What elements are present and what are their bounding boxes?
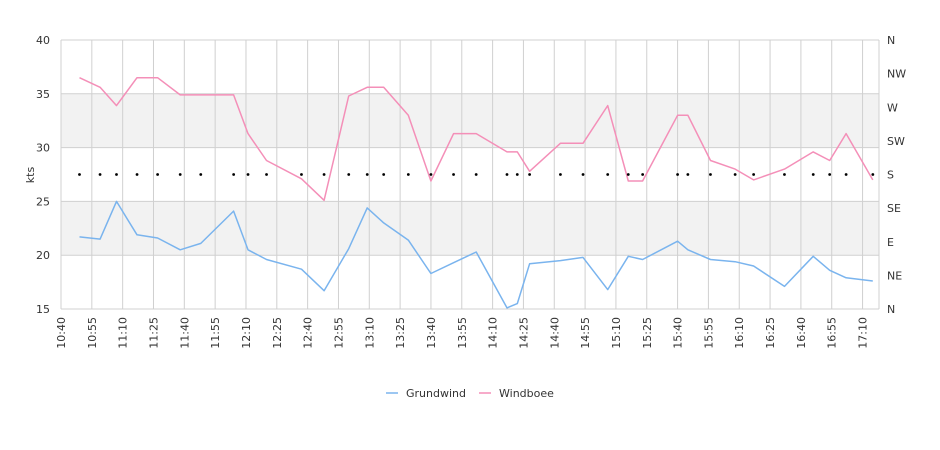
x-tick-label: 15:40 (672, 317, 685, 349)
series-line-windboee (79, 76, 874, 202)
direction-point (626, 173, 630, 176)
shaded-band (61, 93, 879, 148)
shaded-bands (61, 93, 879, 256)
x-tick-label: 14:55 (579, 317, 592, 349)
direction-point (752, 173, 756, 176)
series-line-grundwind (79, 200, 873, 309)
series-lines (79, 76, 874, 309)
direction-point (606, 173, 610, 176)
direction-point (135, 173, 139, 176)
direction-point (232, 173, 236, 176)
x-tick-label: 13:55 (456, 317, 469, 349)
y-tick-label: 15 (36, 303, 50, 316)
direction-point (199, 173, 203, 176)
x-tick-label: 12:10 (240, 317, 253, 349)
x-tick-label: 14:10 (487, 317, 500, 349)
direction-point (429, 173, 433, 176)
direction-point (828, 173, 832, 176)
y-right-tick-label: E (887, 236, 894, 249)
x-tick-label: 12:25 (271, 317, 284, 349)
x-tick-label: 17:10 (857, 317, 870, 349)
x-tick-label: 13:10 (363, 317, 376, 349)
y-right-tick-label: SE (887, 202, 901, 215)
x-tick-label: 15:55 (702, 317, 715, 349)
shaded-band (61, 201, 879, 256)
y-tick-label: 20 (36, 249, 50, 262)
x-tick-label: 16:55 (826, 317, 839, 349)
x-tick-label: 11:10 (117, 317, 130, 349)
y-tick-label: 30 (36, 142, 50, 155)
x-tick-label: 15:10 (610, 317, 623, 349)
y-right-tick-label: N (887, 303, 895, 316)
direction-point (559, 173, 562, 176)
direction-point (406, 173, 410, 176)
direction-point (347, 173, 351, 176)
direction-point (452, 173, 455, 176)
legend[interactable]: Grundwind Windboee (386, 387, 554, 400)
y-right-tick-label: N (887, 34, 895, 47)
x-tick-label: 10:55 (86, 317, 99, 349)
direction-point (811, 173, 815, 176)
direction-point (581, 173, 585, 176)
direction-point (676, 173, 679, 176)
direction-point (515, 173, 519, 176)
direction-point (246, 173, 250, 176)
direction-point (382, 173, 386, 176)
direction-point (505, 173, 509, 176)
x-tick-label: 16:40 (795, 317, 808, 349)
y-right-tick-label: S (887, 169, 894, 182)
direction-point (178, 173, 182, 176)
direction-point (871, 173, 875, 176)
x-tick-label: 11:40 (178, 317, 191, 349)
x-axis-ticks: 10:40 10:55 11:10 11:25 11:40 11:55 12:10 12:25… (55, 317, 870, 349)
direction-point (709, 173, 712, 176)
direction-point (733, 173, 737, 176)
x-tick-label: 15:25 (641, 317, 654, 349)
direction-point (474, 173, 478, 176)
x-tick-label: 12:55 (332, 317, 345, 349)
y-right-tick-label: W (887, 101, 898, 114)
direction-point (783, 173, 786, 176)
y-tick-label: 40 (36, 34, 50, 47)
y-axis-left-ticks: 15 20 25 30 35 40 (36, 34, 50, 316)
y-right-tick-label: SW (887, 135, 905, 148)
direction-point (156, 173, 159, 176)
direction-point (322, 173, 326, 176)
direction-point (115, 173, 118, 176)
x-tick-label: 13:40 (425, 317, 438, 349)
legend-label: Windboee (499, 387, 554, 400)
direction-point (78, 173, 81, 176)
direction-point (365, 173, 369, 176)
x-tick-label: 16:10 (733, 317, 746, 349)
direction-point (528, 173, 532, 176)
direction-point (686, 173, 690, 176)
legend-label: Grundwind (406, 387, 466, 400)
x-tick-label: 13:25 (394, 317, 407, 349)
x-tick-label: 16:25 (764, 317, 777, 349)
x-tick-label: 14:40 (548, 317, 561, 349)
direction-point (98, 173, 102, 176)
x-tick-label: 14:25 (517, 317, 530, 349)
y-tick-label: 25 (36, 195, 50, 208)
direction-point (300, 173, 303, 176)
x-tick-label: 10:40 (55, 317, 68, 349)
y-axis-label: kts (24, 167, 37, 184)
direction-point (641, 173, 645, 176)
x-tick-label: 12:40 (302, 317, 315, 349)
direction-point (844, 173, 848, 176)
x-tick-label: 11:25 (147, 317, 160, 349)
y-right-tick-label: NE (887, 269, 902, 282)
y-right-tick-label: NW (887, 68, 906, 81)
direction-point (265, 173, 268, 176)
y-tick-label: 35 (36, 88, 50, 101)
y-axis-right-ticks: N NE E SE S SW W NW N (887, 34, 906, 316)
x-tick-label: 11:55 (209, 317, 222, 349)
direction-markers (78, 173, 875, 176)
